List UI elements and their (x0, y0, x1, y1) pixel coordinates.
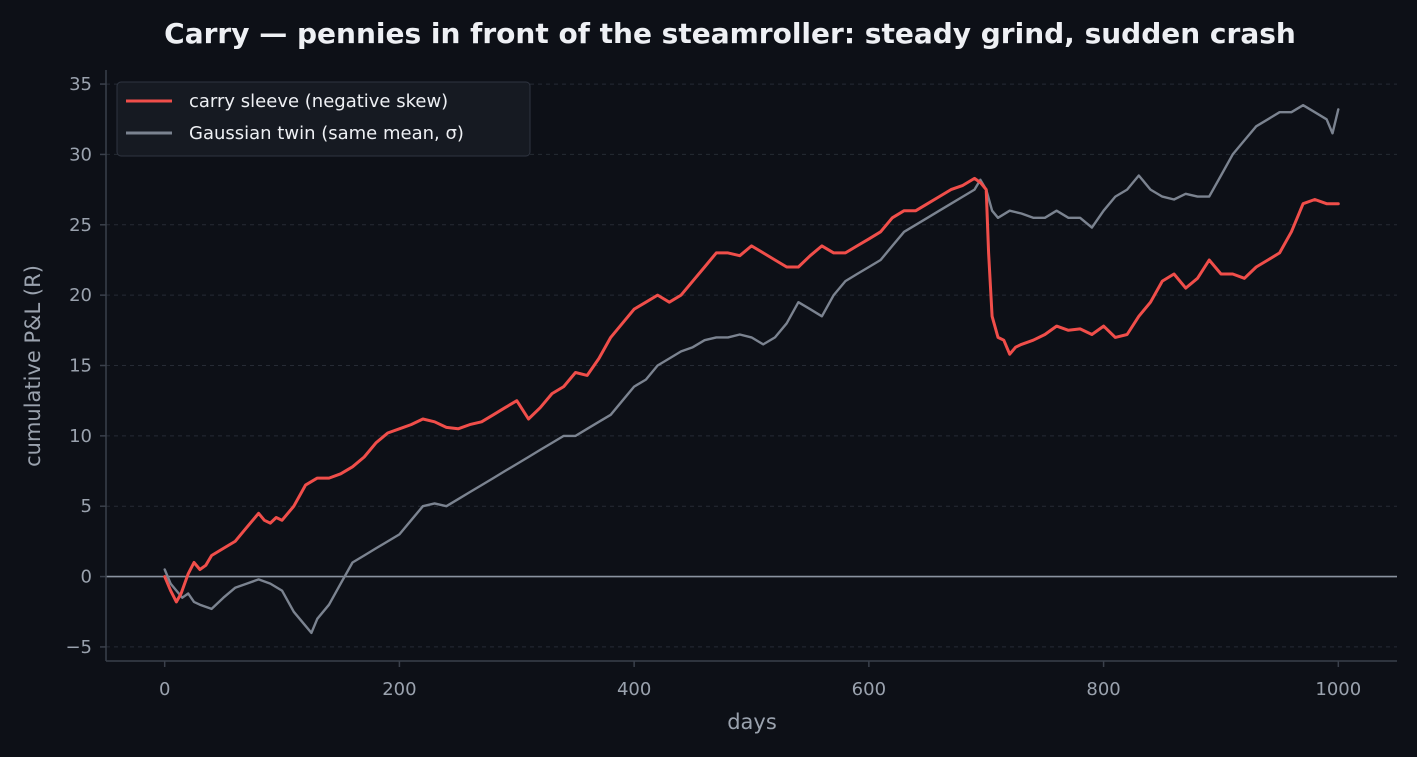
y-tick-label: 5 (81, 496, 92, 517)
y-tick-label: 20 (69, 285, 92, 306)
series-group (163, 103, 1340, 635)
y-ticks: −5 0 5 10 15 20 25 30 35 (65, 74, 106, 658)
x-ticks: 0 200 400 600 800 1000 (159, 661, 1361, 700)
legend: carry sleeve (negative skew) Gaussian twi… (116, 81, 531, 157)
x-tick-label: 600 (852, 679, 886, 700)
y-tick-label: 25 (69, 215, 92, 236)
y-tick-label: −5 (65, 637, 92, 658)
y-tick-label: 15 (69, 356, 92, 377)
x-tick-label: 200 (382, 679, 416, 700)
y-tick-label: 10 (69, 426, 92, 447)
y-axis-label: cumulative P&L (R) (21, 265, 45, 467)
x-tick-label: 400 (617, 679, 651, 700)
chart-title: Carry — pennies in front of the steamrol… (164, 17, 1296, 50)
x-tick-label: 800 (1086, 679, 1120, 700)
legend-box (116, 81, 531, 157)
grid (106, 83, 1397, 648)
legend-label: Gaussian twin (same mean, σ) (189, 123, 464, 144)
x-axis-label: days (727, 710, 777, 734)
x-tick-label: 0 (159, 679, 170, 700)
y-tick-label: 30 (69, 144, 92, 165)
y-tick-label: 35 (69, 74, 92, 95)
gaussian-twin-line (163, 103, 1340, 635)
legend-label: carry sleeve (negative skew) (189, 91, 448, 112)
x-tick-label: 1000 (1315, 679, 1361, 700)
carry-sleeve-line (163, 176, 1340, 604)
y-tick-label: 0 (81, 567, 92, 588)
